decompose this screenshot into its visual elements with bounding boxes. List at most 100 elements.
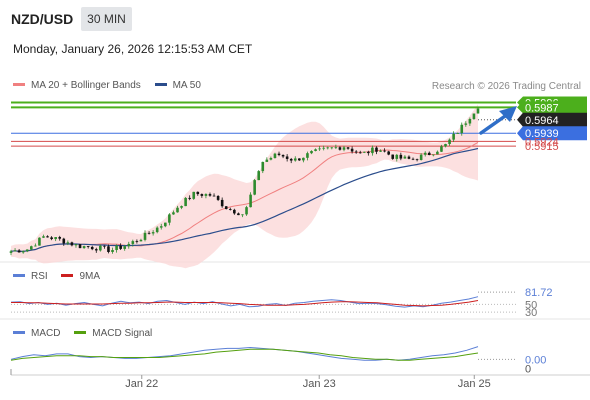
candle-up (241, 214, 244, 216)
candle-up (448, 139, 451, 145)
candle-down (216, 196, 220, 200)
candle-down (383, 150, 386, 152)
candle-down (212, 195, 216, 197)
forecast-arrow-shaft (479, 112, 510, 135)
macd-axis-label: 0.00 (525, 354, 546, 366)
candle-down (50, 237, 53, 240)
candle-up (318, 148, 321, 150)
candle-down (62, 238, 66, 244)
candle-down (107, 246, 110, 252)
candle-up (306, 153, 309, 158)
time-axis: Jan 22 Jan 23 Jan 25 (10, 369, 491, 390)
rsi-axis-label: 30 (525, 307, 537, 319)
support-price-label: 0.5915 (525, 141, 559, 153)
legend-item-ma50: MA 50 (154, 80, 201, 91)
candle-up (293, 158, 297, 161)
candle-down (415, 159, 419, 161)
timeframe-button[interactable]: 30 MIN (81, 7, 132, 31)
candle-down (188, 197, 191, 199)
candle-up (34, 245, 37, 247)
pivot-price-tag (517, 126, 587, 141)
rsi-legend: RSI 9MA (13, 271, 111, 282)
candle-down (196, 191, 200, 195)
candle-up (403, 156, 407, 159)
macd-legend: MACD MACD Signal (13, 328, 163, 339)
candle-up (66, 242, 70, 244)
candle-up (436, 151, 439, 155)
candle-up (460, 124, 464, 134)
candle-up (379, 150, 382, 152)
candle-up (432, 154, 435, 156)
legend-label-9ma: 9MA (79, 271, 101, 282)
candle-down (375, 147, 378, 152)
candle-up (257, 171, 261, 181)
candle-up (395, 154, 399, 159)
macd-panel (10, 346, 516, 361)
candle-down (350, 148, 354, 152)
legend-item-9ma: 9MA (61, 271, 100, 282)
candle-up (25, 249, 29, 252)
candle-up (452, 133, 455, 140)
candle-up (164, 222, 167, 227)
candle-down (298, 158, 301, 161)
candle-down (78, 244, 82, 249)
candle-up (342, 147, 346, 150)
candle-down (367, 151, 370, 154)
legend-swatch-macd-signal (74, 330, 87, 334)
candle-up (54, 237, 57, 240)
forecast-arrow-icon (479, 106, 517, 135)
axis-tick-label: Jan 22 (125, 378, 158, 390)
candle-down (233, 209, 236, 214)
legend-swatch-9ma (61, 273, 74, 277)
candle-up (265, 159, 269, 162)
candle-up (192, 191, 196, 199)
candle-down (58, 237, 62, 239)
legend-swatch-macd (13, 330, 25, 334)
key-levels (11, 101, 516, 147)
candle-down (285, 156, 289, 159)
candle-up (176, 207, 179, 213)
candle-up (123, 246, 127, 249)
bollinger-band-fill (11, 104, 478, 269)
legend-label-rsi: RSI (31, 271, 48, 282)
candle-up (74, 244, 78, 246)
rsi-axis-label: 50 (525, 299, 537, 311)
macd-signal-line (10, 348, 479, 361)
resistance-price-tag (517, 101, 587, 114)
candle-down (46, 236, 49, 238)
chart-header: NZD/USD 30 MIN (0, 0, 590, 34)
macd-axis-label: 0 (525, 363, 531, 375)
candle-up (464, 123, 468, 125)
legend-label-ma50: MA 50 (172, 80, 201, 91)
candle-up (172, 212, 175, 215)
legend-swatch-rsi (13, 273, 25, 277)
candle-down (338, 147, 342, 150)
legend-item-macd-signal: MACD Signal (74, 328, 152, 339)
candle-up (245, 207, 248, 215)
candle-up (314, 149, 317, 151)
candle-up (371, 147, 374, 154)
legend-swatch-ma50 (154, 82, 167, 86)
resistance-price-label: 0.5987 (525, 102, 559, 114)
candle-up (168, 214, 171, 223)
candle-up (111, 250, 114, 252)
candle-up (42, 236, 45, 238)
candle-up (273, 153, 277, 158)
axis-tick-label: Jan 25 (458, 378, 491, 390)
candle-down (391, 154, 395, 159)
candle-up (38, 237, 41, 246)
forecast-arrow-head (499, 106, 517, 122)
legend-item-bollinger: MA 20 + Bollinger Bands (13, 80, 141, 91)
candle-up (127, 243, 131, 247)
candle-up (204, 194, 208, 196)
candle-down (358, 152, 362, 154)
legend-item-macd: MACD (13, 328, 60, 339)
candle-up (326, 147, 330, 149)
legend-item-rsi: RSI (13, 271, 48, 282)
candle-down (281, 154, 285, 157)
candle-down (94, 249, 98, 251)
candle-down (399, 154, 403, 159)
candle-up (151, 232, 155, 234)
candle-up (155, 227, 159, 233)
